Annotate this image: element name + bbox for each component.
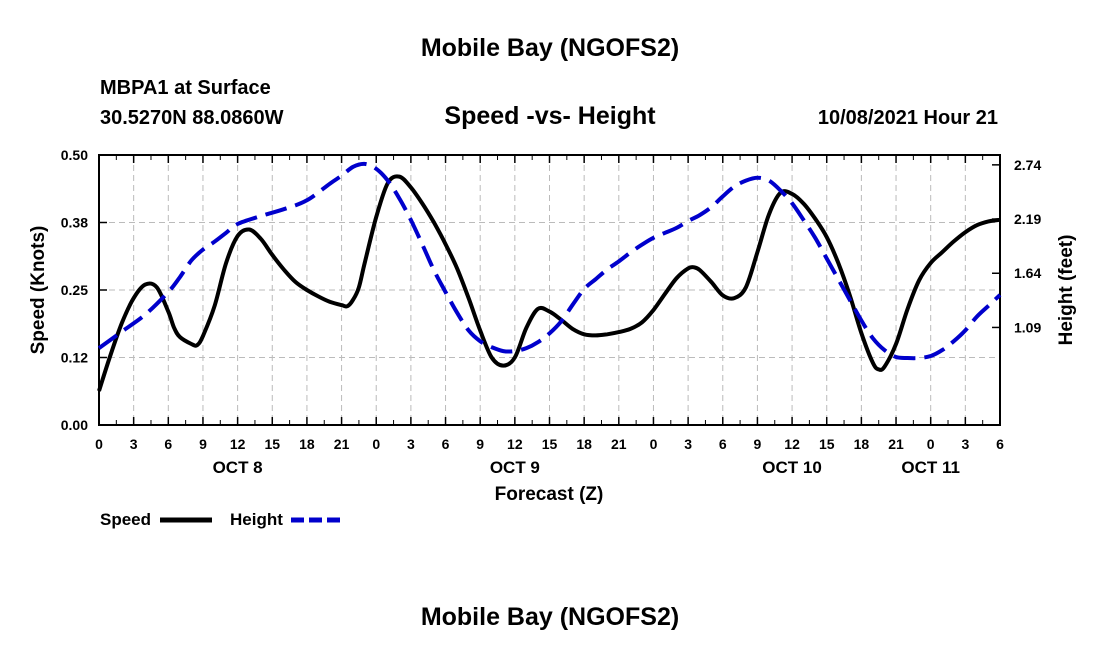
x-tick-label: 3 <box>407 436 415 452</box>
date-label: OCT 10 <box>762 458 822 477</box>
axes <box>98 154 1001 426</box>
x-axis-label: Forecast (Z) <box>495 484 604 505</box>
legend: Speed Height <box>100 510 343 529</box>
x-tick-label: 12 <box>784 436 800 452</box>
y2-tick-label: 2.19 <box>1014 211 1041 227</box>
speed-series-line <box>97 174 1001 392</box>
date-label: OCT 9 <box>490 458 540 477</box>
chart-title: Speed -vs- Height <box>444 102 656 130</box>
x-tick-label: 6 <box>719 436 727 452</box>
x-tick-label: 3 <box>961 436 969 452</box>
x-tick-label: 21 <box>334 436 350 452</box>
x-tick-label: 6 <box>996 436 1004 452</box>
x-tick-label: 6 <box>442 436 450 452</box>
y-tick-label: 0.25 <box>61 282 88 298</box>
height-series-line <box>97 161 1002 361</box>
x-tick-label: 9 <box>476 436 484 452</box>
y-tick-label: 0.12 <box>61 350 88 366</box>
date-label: OCT 11 <box>901 458 960 477</box>
x-tick-label: 18 <box>854 436 870 452</box>
y2-axis-label: Height (feet) <box>1056 235 1077 346</box>
legend-height-label: Height <box>230 510 283 529</box>
x-tick-label: 9 <box>754 436 762 452</box>
footer-title: Mobile Bay (NGOFS2) <box>421 603 679 631</box>
series-layer <box>97 161 1002 392</box>
x-tick-label: 18 <box>576 436 592 452</box>
x-tick-label: 9 <box>199 436 207 452</box>
y2-tick-label: 1.09 <box>1014 319 1041 335</box>
station-label: MBPA1 at Surface <box>100 77 271 99</box>
x-tick-label: 6 <box>164 436 172 452</box>
x-tick-label: 21 <box>888 436 904 452</box>
x-tick-label: 15 <box>264 436 280 452</box>
x-tick-label: 0 <box>372 436 380 452</box>
x-tick-label: 3 <box>684 436 692 452</box>
x-tick-label: 18 <box>299 436 315 452</box>
gridlines <box>99 155 1000 425</box>
x-tick-label: 12 <box>230 436 246 452</box>
station-coords: 30.5270N 88.0860W <box>100 107 284 129</box>
y2-tick-label: 1.64 <box>1014 265 1041 281</box>
date-label: OCT 8 <box>213 458 263 477</box>
page-title: Mobile Bay (NGOFS2) <box>421 34 679 62</box>
run-timestamp: 10/08/2021 Hour 21 <box>818 107 998 129</box>
x-tick-label: 3 <box>130 436 138 452</box>
x-tick-label: 0 <box>95 436 103 452</box>
y-axis-label: Speed (Knots) <box>28 226 49 355</box>
y-tick-label: 0.38 <box>61 215 88 231</box>
y-tick-label: 0.50 <box>61 147 88 163</box>
x-tick-label: 0 <box>650 436 658 452</box>
legend-speed-label: Speed <box>100 510 151 529</box>
plot-frame <box>98 154 1001 426</box>
x-tick-label: 21 <box>611 436 627 452</box>
x-tick-label: 15 <box>542 436 558 452</box>
tick-labels: 0 3 6 9 12 15 18 21 0 3 6 9 12 15 18 21 0 3 6 9 12 15 18 21 0 3 6 0… <box>61 147 1042 477</box>
x-tick-label: 15 <box>819 436 835 452</box>
x-tick-label: 12 <box>507 436 523 452</box>
x-tick-label: 0 <box>927 436 935 452</box>
y2-tick-label: 2.74 <box>1014 157 1041 173</box>
y-tick-label: 0.00 <box>61 417 88 433</box>
